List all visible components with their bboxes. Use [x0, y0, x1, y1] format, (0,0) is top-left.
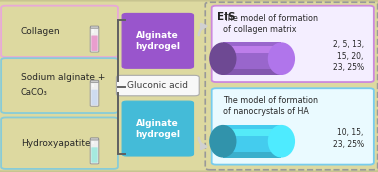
FancyBboxPatch shape [91, 147, 98, 163]
FancyBboxPatch shape [91, 138, 98, 140]
FancyBboxPatch shape [1, 58, 118, 113]
FancyArrowPatch shape [199, 24, 206, 35]
Text: Gluconic acid: Gluconic acid [127, 81, 188, 90]
Bar [92, 84, 94, 87]
FancyBboxPatch shape [122, 101, 194, 156]
Bar [223, 152, 281, 158]
FancyBboxPatch shape [205, 2, 378, 170]
Text: Collagen: Collagen [21, 27, 60, 36]
FancyBboxPatch shape [91, 35, 98, 51]
Text: EIS: EIS [217, 12, 235, 22]
FancyArrowPatch shape [199, 138, 206, 149]
Ellipse shape [209, 42, 237, 75]
Text: Alginate
hydrogel: Alginate hydrogel [135, 119, 180, 139]
FancyBboxPatch shape [90, 138, 99, 164]
FancyBboxPatch shape [212, 6, 374, 82]
FancyBboxPatch shape [122, 13, 194, 68]
Bar [92, 29, 94, 33]
FancyBboxPatch shape [1, 6, 118, 57]
FancyBboxPatch shape [90, 27, 99, 52]
Text: Sodium alginate +: Sodium alginate + [21, 73, 105, 82]
Text: Alginate
hydrogel: Alginate hydrogel [135, 31, 180, 51]
Text: The model of formation
of nanocrystals of HA: The model of formation of nanocrystals o… [223, 96, 318, 116]
Text: The model of formation
of collagen matrix: The model of formation of collagen matri… [223, 14, 318, 34]
Text: Hydroxyapatite: Hydroxyapatite [21, 139, 90, 148]
Bar [223, 129, 281, 136]
FancyBboxPatch shape [90, 81, 99, 106]
Text: 2, 5, 13,
15, 20,
23, 25%: 2, 5, 13, 15, 20, 23, 25% [333, 40, 364, 72]
FancyBboxPatch shape [91, 26, 98, 28]
FancyBboxPatch shape [91, 80, 98, 82]
Text: 10, 15,
23, 25%: 10, 15, 23, 25% [333, 128, 364, 149]
Ellipse shape [268, 42, 295, 75]
FancyBboxPatch shape [91, 90, 98, 105]
Bar [223, 69, 281, 75]
Bar [92, 141, 94, 144]
Ellipse shape [268, 125, 295, 158]
FancyBboxPatch shape [116, 75, 199, 96]
Bar [223, 46, 281, 53]
FancyBboxPatch shape [212, 88, 374, 165]
Bar [223, 125, 281, 158]
Ellipse shape [209, 125, 237, 158]
Bar [223, 42, 281, 75]
Text: CaCO₃: CaCO₃ [21, 88, 48, 97]
FancyBboxPatch shape [1, 117, 118, 169]
